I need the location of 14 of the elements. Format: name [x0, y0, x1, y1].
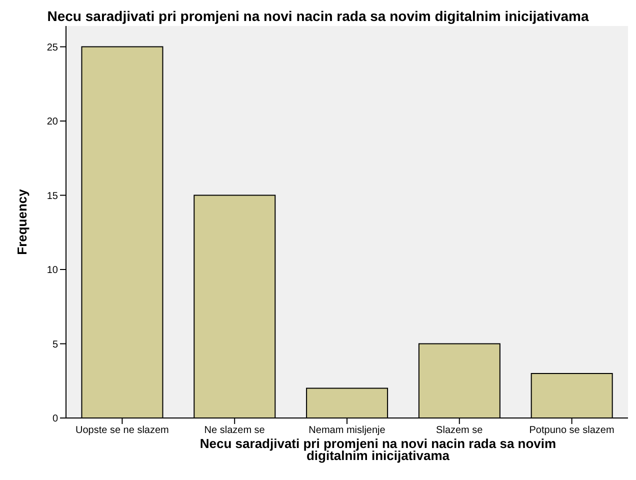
- x-tick-label: Potpuno se slazem: [529, 425, 614, 436]
- y-tick-label: 10: [46, 265, 58, 276]
- chart-title: Necu saradjivati pri promjeni na novi nacin rada sa novim digitalnim inicijativama: [46, 8, 590, 26]
- x-tick-label: Nemam misljenje: [308, 425, 386, 436]
- x-tick-label: Uopste se ne slazem: [76, 425, 169, 436]
- y-tick-label: 5: [52, 339, 58, 350]
- x-tick-label: Slazem se: [436, 425, 484, 436]
- x-axis-title: Necu saradjivati pri promjeni na novi nacin rada sa novim digitalnim inicijativama: [198, 436, 558, 463]
- y-tick-label: 0: [52, 414, 58, 425]
- y-axis-title: Frequency: [14, 188, 30, 255]
- y-tick-label: 20: [46, 116, 58, 128]
- y-tick-label: 15: [46, 190, 58, 202]
- x-tick-label: Ne slazem se: [204, 425, 266, 436]
- y-tick-label: 25: [46, 42, 58, 54]
